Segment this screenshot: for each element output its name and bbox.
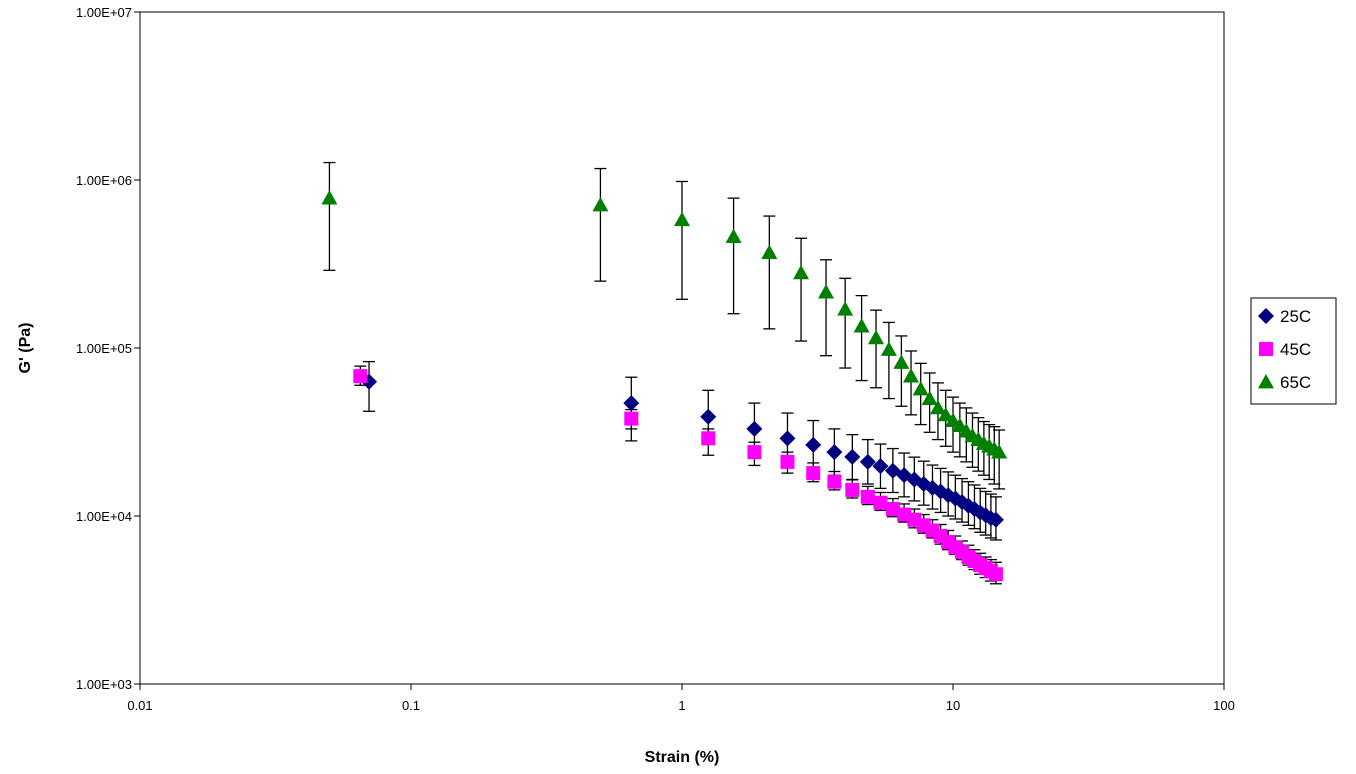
data-point-65C (929, 399, 946, 415)
data-point-45C (747, 445, 762, 460)
x-axis-title: Strain (%) (645, 749, 720, 766)
x-tick-label: 10 (946, 698, 960, 713)
data-point-65C (793, 264, 810, 280)
x-tick-label: 0.01 (127, 698, 152, 713)
data-point-65C (321, 190, 338, 205)
legend-marker-25C (1258, 308, 1274, 324)
error-bar (905, 350, 918, 416)
x-tick-label: 0.1 (402, 698, 420, 713)
data-point-45C (873, 495, 888, 510)
data-point-65C (674, 211, 690, 227)
legend-marker-65C (1258, 374, 1274, 389)
data-point-65C (853, 318, 870, 333)
data-point-65C (880, 341, 897, 356)
data-point-45C (845, 482, 860, 497)
data-point-45C (860, 489, 875, 504)
error-bar (676, 180, 688, 300)
data-point-45C (701, 431, 716, 446)
legend-label-65C: 65C (1280, 373, 1311, 392)
data-point-65C (818, 284, 835, 299)
error-bar (855, 294, 868, 382)
data-point-25C (859, 453, 876, 470)
data-point-65C (937, 406, 954, 422)
data-point-65C (893, 354, 910, 369)
data-point-45C (827, 474, 842, 489)
error-bar (993, 429, 1006, 490)
data-point-45C (780, 454, 795, 469)
legend-marker-45C (1259, 342, 1273, 356)
error-bar (895, 335, 908, 407)
data-point-25C (700, 408, 717, 425)
data-point-25C (844, 448, 861, 465)
legend: 25C 45C 65C (1250, 297, 1337, 405)
y-tick-label: 1.00E+05 (76, 341, 132, 356)
data-point-45C (624, 411, 639, 426)
error-bar (323, 161, 336, 271)
data-point-65C (912, 381, 929, 396)
error-bar (594, 167, 607, 282)
data-point-25C (805, 436, 822, 453)
data-point-45C (353, 369, 368, 384)
error-bar (727, 197, 740, 315)
error-bar (839, 277, 852, 369)
data-point-25C (779, 430, 796, 447)
y-axis: 1.00E+03 1.00E+04 1.00E+05 1.00E+06 1.00E+07 (76, 5, 140, 692)
data-point-25C (987, 511, 1004, 528)
plot-area (139, 11, 1225, 685)
legend-label-45C: 45C (1280, 340, 1311, 359)
data-point-65C (725, 228, 742, 244)
data-markers (321, 190, 1008, 582)
data-point-65C (761, 244, 778, 259)
error-bar (870, 309, 883, 389)
data-point-45C (988, 567, 1003, 582)
y-axis-title: G' (Pa) (17, 323, 34, 374)
error-bar (763, 215, 776, 330)
data-point-65C (868, 329, 885, 345)
data-point-25C (872, 458, 889, 475)
data-point-45C (885, 502, 900, 517)
y-tick-label: 1.00E+04 (76, 509, 132, 524)
data-point-45C (806, 466, 821, 481)
x-tick-label: 100 (1213, 698, 1235, 713)
error-bar (795, 237, 808, 342)
data-point-25C (746, 420, 763, 437)
data-point-25C (623, 395, 640, 412)
data-point-65C (991, 444, 1008, 459)
y-tick-label: 1.00E+06 (76, 173, 132, 188)
x-tick-label: 1 (678, 698, 685, 713)
x-axis: 0.01 0.1 1 10 100 (127, 684, 1235, 713)
data-point-65C (903, 368, 920, 383)
error-bar (882, 321, 895, 400)
data-point-25C (826, 444, 843, 461)
data-point-65C (592, 196, 609, 212)
data-point-65C (837, 301, 854, 316)
error-bar (820, 259, 833, 357)
y-tick-label: 1.00E+07 (76, 5, 132, 20)
data-point-65C (921, 390, 938, 405)
y-tick-label: 1.00E+03 (76, 677, 132, 692)
legend-label-25C: 25C (1280, 307, 1311, 326)
